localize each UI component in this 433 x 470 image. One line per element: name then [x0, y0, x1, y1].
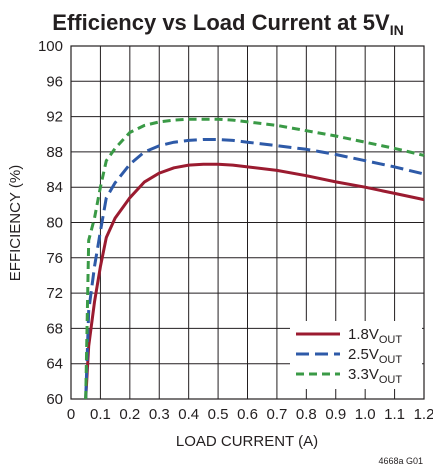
y-tick-label: 76: [46, 250, 63, 267]
x-tick-label: 0.3: [149, 406, 170, 423]
plot-frame: [70, 45, 425, 400]
y-tick-label: 100: [38, 38, 63, 55]
figure-code: 4668a G01: [378, 456, 423, 466]
series-line-2: [84, 138, 425, 400]
x-tick-label: 1.2: [414, 406, 433, 423]
x-tick-label: 0.4: [178, 406, 199, 423]
series-group: [84, 117, 425, 400]
x-tick-label: 0.9: [325, 406, 346, 423]
y-tick-label: 68: [46, 320, 63, 337]
series-line-1: [84, 162, 425, 400]
y-axis-label: EFFICIENCY (%): [7, 165, 24, 281]
y-tick-label: 92: [46, 109, 63, 126]
y-tick-label: 72: [46, 285, 63, 302]
series-line-3: [84, 117, 425, 400]
legend-label-3: 3.3VOUT: [348, 366, 402, 386]
legend-label-2: 2.5VOUT: [348, 346, 402, 366]
x-tick-label: 0.6: [237, 406, 258, 423]
x-tick-label: 1.1: [384, 406, 405, 423]
x-tick-label: 0: [67, 406, 75, 423]
y-tick-labels: 60 64 68 72 76 80 84 88 92 96 100: [38, 38, 63, 408]
y-tick-label: 96: [46, 73, 63, 90]
legend-background: [290, 321, 422, 389]
y-tick-label: 60: [46, 391, 63, 408]
x-tick-label: 1.0: [355, 406, 376, 423]
y-tick-label: 84: [46, 179, 63, 196]
y-tick-label: 88: [46, 144, 63, 161]
x-tick-labels: 0 0.1 0.2 0.3 0.4 0.5 0.6 0.7 0.8 0.9 1.0 1.1 1.2: [67, 406, 433, 423]
x-tick-label: 0.7: [266, 406, 287, 423]
y-tick-label: 80: [46, 215, 63, 232]
legend-label-1: 1.8VOUT: [348, 326, 402, 346]
x-axis-label: LOAD CURRENT (A): [176, 433, 318, 450]
x-tick-label: 0.1: [90, 406, 111, 423]
x-tick-label: 0.5: [208, 406, 229, 423]
x-tick-label: 0.8: [296, 406, 317, 423]
x-tick-label: 0.2: [119, 406, 140, 423]
chart-title: Efficiency vs Load Current at 5VIN: [52, 10, 403, 38]
y-tick-label: 64: [46, 356, 63, 373]
